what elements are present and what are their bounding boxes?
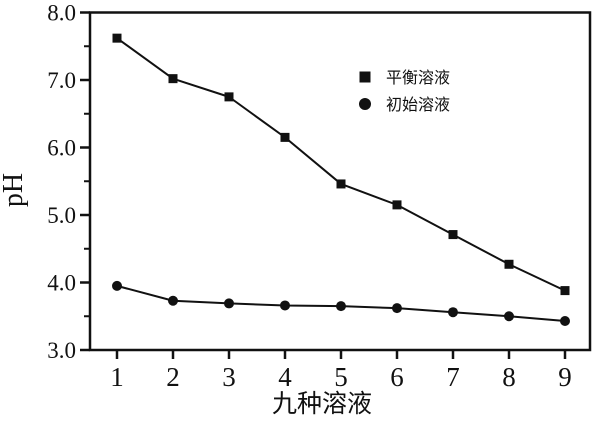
- data-point-circle: [168, 295, 178, 306]
- data-point-square: [504, 259, 514, 269]
- data-point-square: [280, 132, 290, 142]
- x-tick-label: 5: [334, 362, 348, 392]
- y-tick-label: 3.0: [47, 338, 76, 363]
- series-line-square: [116, 37, 566, 292]
- x-axis-label: 九种溶液: [272, 390, 372, 418]
- x-tick-label: 6: [390, 362, 404, 392]
- legend-square-marker: [359, 71, 371, 83]
- data-point-square: [448, 230, 458, 240]
- data-series: [112, 33, 570, 326]
- data-point-square: [560, 286, 570, 296]
- y-axis-label: pH: [0, 173, 29, 207]
- y-tick-label: 5.0: [47, 203, 76, 228]
- x-tick-label: 3: [222, 362, 236, 392]
- legend-label: 初始溶液: [386, 96, 450, 114]
- data-point-circle: [392, 303, 402, 314]
- y-tick-label: 4.0: [47, 271, 76, 296]
- x-tick-label: 1: [110, 362, 124, 392]
- y-tick-label: 7.0: [47, 68, 76, 93]
- data-point-square: [336, 179, 346, 189]
- x-tick-label: 8: [502, 362, 516, 392]
- x-tick-label: 2: [166, 362, 180, 392]
- data-point-circle: [224, 298, 234, 309]
- data-point-square: [392, 200, 402, 210]
- legend-circle-marker: [359, 98, 371, 110]
- data-point-circle: [560, 315, 570, 326]
- data-point-square: [224, 92, 234, 102]
- axis-tick-labels: 3.0 4.0 5.0 6.0 7.0 8.0 1 2 3 4 5 6 7 8 9: [47, 1, 572, 393]
- data-point-circle: [112, 280, 122, 291]
- data-point-square: [112, 33, 122, 43]
- data-point-circle: [504, 311, 514, 322]
- data-point-circle: [448, 307, 458, 318]
- data-point-circle: [280, 300, 290, 311]
- x-tick-label: 4: [278, 362, 292, 392]
- axis-ticks: [80, 11, 567, 359]
- y-tick-label: 8.0: [47, 1, 76, 26]
- y-tick-label: 6.0: [47, 136, 76, 161]
- data-point-circle: [336, 301, 346, 312]
- legend-label: 平衡溶液: [386, 69, 450, 87]
- x-tick-label: 9: [558, 362, 572, 392]
- x-tick-label: 7: [446, 362, 460, 392]
- data-point-square: [168, 74, 178, 84]
